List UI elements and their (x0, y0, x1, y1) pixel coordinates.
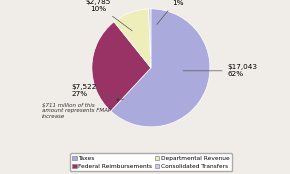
Text: $7,522
27%: $7,522 27% (71, 84, 124, 100)
Wedge shape (92, 22, 151, 111)
Text: $711 million of this
amount represents FMAP
increase: $711 million of this amount represents F… (42, 99, 119, 119)
Wedge shape (111, 9, 210, 127)
Legend: Taxes, Federal Reimbursements, Departmental Revenue, Consolidated Transfers: Taxes, Federal Reimbursements, Departmen… (70, 153, 232, 171)
Text: $17,043
62%: $17,043 62% (183, 64, 258, 77)
Wedge shape (114, 9, 151, 68)
Wedge shape (148, 9, 151, 68)
Text: $171
1%: $171 1% (157, 0, 187, 24)
Text: $2,785
10%: $2,785 10% (85, 0, 132, 31)
